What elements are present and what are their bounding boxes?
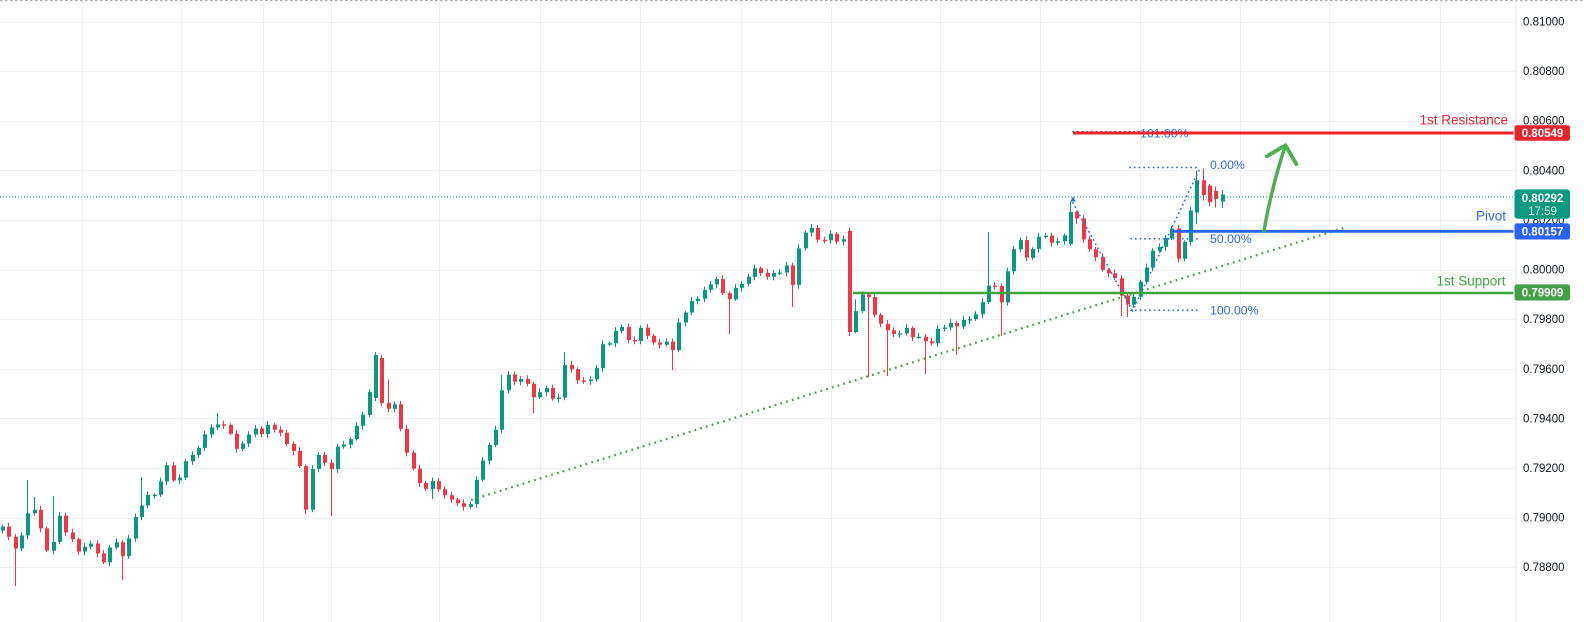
svg-text:Pivot: Pivot	[1476, 209, 1506, 224]
svg-text:0.79909: 0.79909	[1522, 288, 1564, 300]
svg-text:0.00%: 0.00%	[1210, 158, 1245, 172]
svg-text:0.79400: 0.79400	[1523, 413, 1565, 425]
svg-text:17:59: 17:59	[1528, 206, 1557, 218]
svg-text:0.78800: 0.78800	[1523, 562, 1565, 574]
svg-text:0.80292: 0.80292	[1522, 193, 1564, 205]
svg-text:0.80600: 0.80600	[1523, 116, 1565, 128]
svg-text:0.79200: 0.79200	[1523, 463, 1565, 475]
svg-text:0.80000: 0.80000	[1523, 265, 1565, 277]
svg-text:0.79000: 0.79000	[1523, 513, 1565, 525]
svg-text:0.81000: 0.81000	[1523, 17, 1565, 29]
svg-text:0.80549: 0.80549	[1522, 128, 1564, 140]
svg-text:1st Support: 1st Support	[1436, 274, 1505, 289]
svg-text:0.79600: 0.79600	[1523, 364, 1565, 376]
svg-text:0.79800: 0.79800	[1523, 314, 1565, 326]
svg-text:50.00%: 50.00%	[1210, 232, 1252, 246]
svg-text:0.80400: 0.80400	[1523, 165, 1565, 177]
svg-text:0.80800: 0.80800	[1523, 66, 1565, 78]
svg-text:0.80157: 0.80157	[1522, 227, 1564, 239]
svg-text:100.00%: 100.00%	[1210, 304, 1259, 318]
svg-text:1st Resistance: 1st Resistance	[1419, 113, 1508, 128]
